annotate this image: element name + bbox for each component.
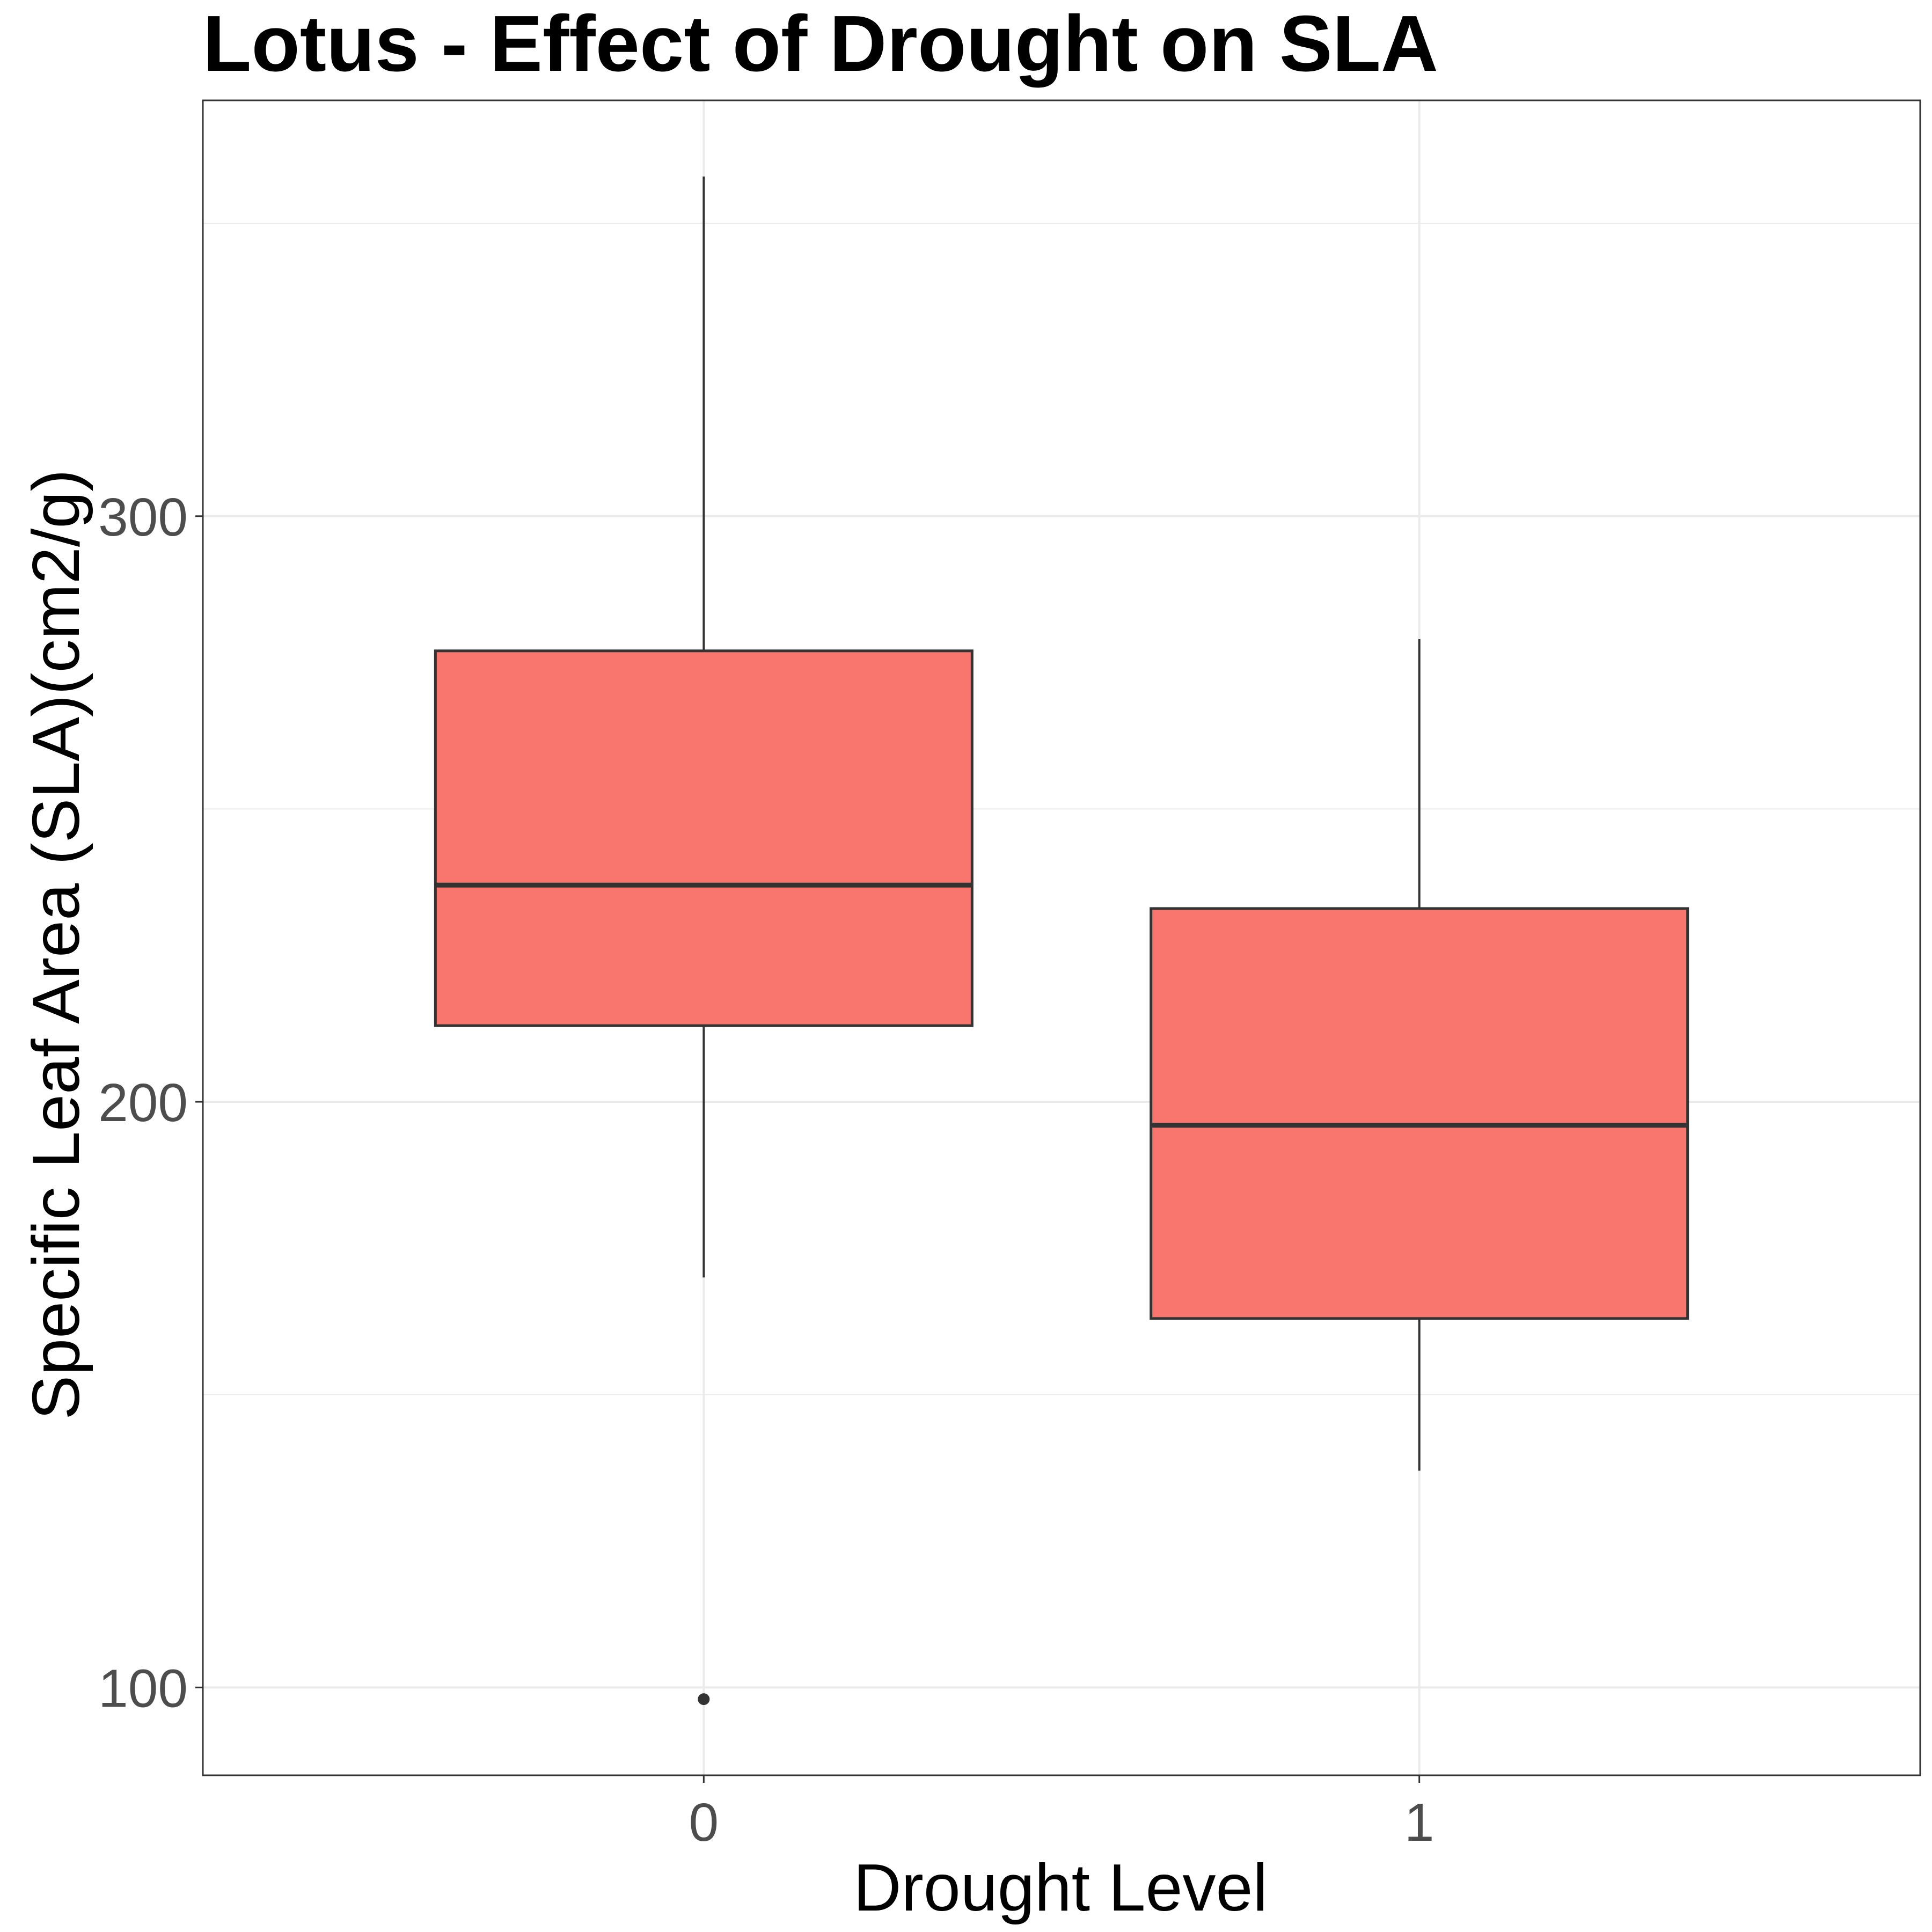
- x-tick-label: 0: [689, 1792, 719, 1853]
- y-tick-label: 200: [98, 1073, 188, 1133]
- y-axis-title: Specific Leaf Area (SLA)(cm2/g): [19, 469, 93, 1419]
- y-tick-label: 300: [98, 487, 188, 547]
- x-axis-title: Drought Level: [853, 1851, 1268, 1925]
- x-tick-label: 1: [1404, 1792, 1435, 1853]
- y-axis: 100 200 300: [98, 487, 203, 1718]
- box-group-1: [1150, 639, 1689, 1471]
- chart-title: Lotus - Effect of Drought on SLA: [203, 0, 1438, 88]
- box-series: [434, 176, 1689, 1706]
- plot-panel-border: [202, 99, 1921, 1776]
- box-group-0: [434, 176, 974, 1706]
- outlier-point: [698, 1693, 710, 1706]
- iqr-box: [1150, 907, 1689, 1320]
- iqr-box: [434, 649, 974, 1027]
- y-tick-label: 100: [98, 1658, 188, 1718]
